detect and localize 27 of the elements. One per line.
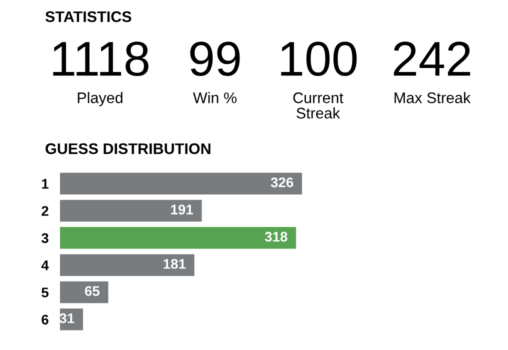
text: Win % bbox=[192, 92, 237, 104]
text: STATISTICS bbox=[45, 11, 132, 22]
y-tick-label: 5 bbox=[42, 288, 49, 298]
data-label: 181 bbox=[164, 258, 186, 269]
y-tick-label: 2 bbox=[42, 206, 48, 216]
bar bbox=[60, 281, 108, 304]
bar bbox=[60, 227, 296, 249]
data-label: 326 bbox=[270, 177, 294, 188]
text: 1118 bbox=[53, 42, 148, 76]
y-tick-label: 6 bbox=[42, 314, 48, 325]
bar bbox=[60, 172, 302, 194]
bar bbox=[60, 200, 202, 222]
data-label: 65 bbox=[84, 286, 100, 296]
data-label: 31 bbox=[60, 313, 74, 324]
text: 242 bbox=[394, 42, 470, 76]
bar bbox=[60, 254, 194, 276]
y-tick-label: 4 bbox=[41, 260, 49, 270]
y-tick-label: 1 bbox=[42, 179, 49, 189]
data-label: 191 bbox=[171, 204, 194, 214]
text: 100 bbox=[281, 42, 357, 76]
chart-title: GUESS DISTRIBUTION bbox=[46, 143, 210, 154]
data-label: 318 bbox=[264, 232, 288, 242]
text: Current Streak bbox=[293, 92, 344, 119]
text: 99 bbox=[190, 42, 240, 76]
text: Played bbox=[78, 92, 122, 106]
text: Max Streak bbox=[394, 92, 471, 104]
y-tick-label: 3 bbox=[41, 233, 48, 244]
